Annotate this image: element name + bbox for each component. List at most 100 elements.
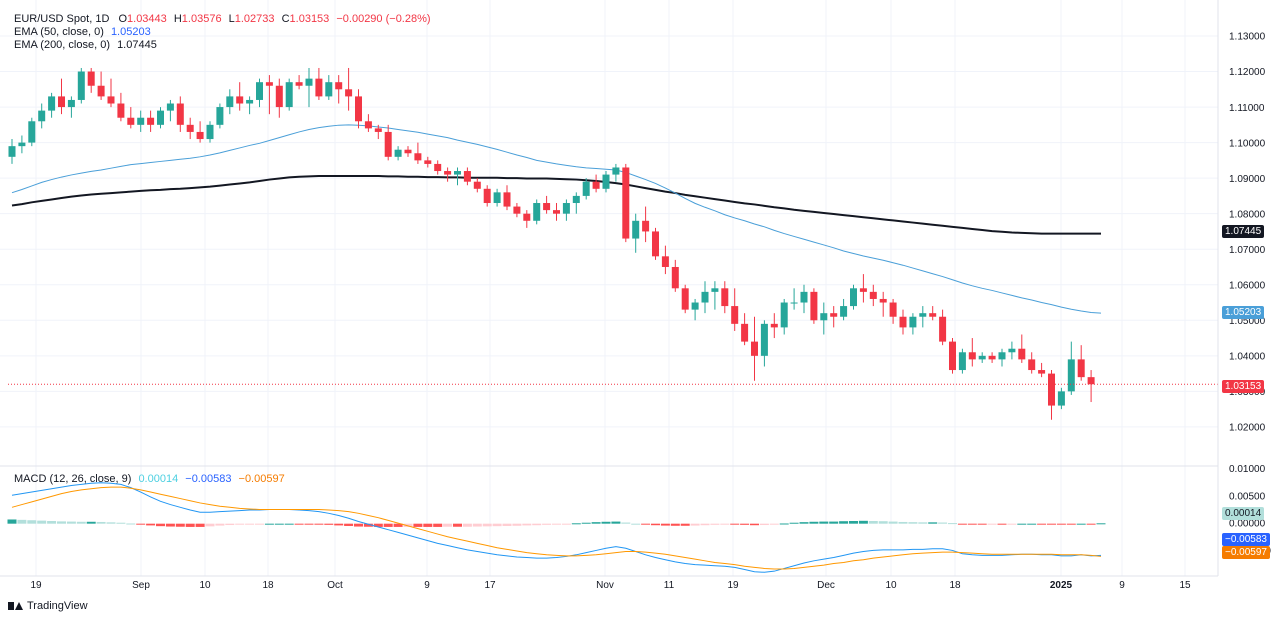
candle [87,67,95,93]
price-tick-label: 1.04000 [1229,352,1266,363]
candle [117,92,125,122]
histogram-bar [680,523,690,526]
histogram-bar [304,523,314,525]
time-axis[interactable]: 19 Sep 10 18 Oct 9 17 Nov 11 19 Dec 10 18 2025 9 15 [30,580,1191,591]
histogram-bar [631,523,641,525]
candle [919,306,927,328]
histogram-bar [363,523,373,527]
candle [929,306,937,321]
candle-body [414,153,422,161]
histogram-bar [126,523,136,525]
candle [67,96,75,118]
candle [681,284,689,314]
time-tick-label: 19 [727,580,739,591]
candle [1028,352,1036,374]
histogram-bar [175,523,185,527]
candle-body [800,291,808,303]
histogram-bar [858,520,868,524]
candle-body [859,288,867,292]
candle [988,352,996,363]
candle [285,78,293,111]
candle-body [632,220,640,239]
candle-body [770,323,778,328]
histogram-bar [1096,523,1106,525]
candle-body [523,213,531,221]
candle [691,298,699,321]
histogram-bar [710,523,720,525]
ohlc-close: 1.03153 [289,13,330,25]
candle [562,199,570,221]
histogram-bar [284,523,294,525]
histogram-bar [878,521,888,524]
candle [97,71,105,100]
candle [265,75,273,115]
ema200-legend[interactable]: EMA (200, close, 0) 1.07445 [14,39,157,52]
histogram-bar [908,522,918,524]
histogram-bar [492,523,502,527]
ema200-label[interactable]: EMA (200, close, 0) [14,39,110,51]
ema50-label[interactable]: EMA (50, close, 0) [14,26,104,38]
candle-body [760,323,768,356]
candle-body [196,131,204,140]
candle-body [543,203,551,211]
macd-hist-value: 0.00014 [138,473,179,485]
time-tick-label: 11 [664,580,675,591]
candle-body [582,181,590,196]
candle [196,121,204,143]
candle-body [493,192,501,204]
candle-body [533,203,541,221]
macd-signal-tag: −0.00597 [1222,546,1270,559]
brand-name: TradingView [27,600,88,612]
candle [582,178,590,200]
candle-body [186,124,194,132]
histogram-bar [888,521,898,524]
histogram-bar [482,523,492,527]
candle-body [1028,359,1036,371]
candle-body [364,121,372,129]
histogram-bar [373,523,383,527]
candle-body [889,302,897,317]
histogram-bar [354,523,363,527]
symbol-name[interactable]: EUR/USD Spot [14,13,90,25]
histogram-bar [324,523,334,525]
candle [236,82,244,111]
macd-path [11,482,1102,573]
candle-body [949,341,956,371]
candle [186,117,194,140]
histogram-bar [918,522,928,524]
macd-label[interactable]: MACD (12, 26, close, 9) [14,473,132,485]
brand-watermark[interactable]: TradingView [8,600,88,612]
candle [899,309,907,335]
ohlc-change: −0.00290 (−0.28%) [336,13,431,25]
histogram-bar [552,523,561,525]
candle [859,274,867,303]
candle-body [869,291,877,299]
macd-legend[interactable]: MACD (12, 26, close, 9) 0.00014 −0.00583… [14,473,285,486]
macd-line-value: −0.00583 [185,473,232,485]
candle-body [355,96,362,122]
symbol-legend[interactable]: EUR/USD Spot, 1D O1.03443 H1.03576 L1.02… [14,13,431,25]
histogram-bar [641,523,651,525]
histogram-bar [57,521,66,524]
candle [661,245,669,275]
candle-body [1018,348,1026,360]
histogram-bar [7,519,17,524]
candle-body [1008,348,1016,353]
macd-line-tag: −0.00583 [1222,533,1270,546]
ema50-legend[interactable]: EMA (50, close, 0) 1.05203 [14,26,151,39]
candle-body [622,167,630,239]
candle [325,75,333,100]
candle-body [325,82,333,97]
candle [513,203,521,218]
histogram-bar [561,523,571,525]
histogram-bar [1086,523,1096,525]
candle [256,78,263,108]
candle-body [67,99,75,108]
candle [810,288,818,324]
candle-body [434,163,442,172]
candle-body [157,110,164,125]
candle-body [562,203,570,214]
histogram-bar [581,522,591,524]
macd-tick-label: 0.00000 [1229,519,1266,530]
